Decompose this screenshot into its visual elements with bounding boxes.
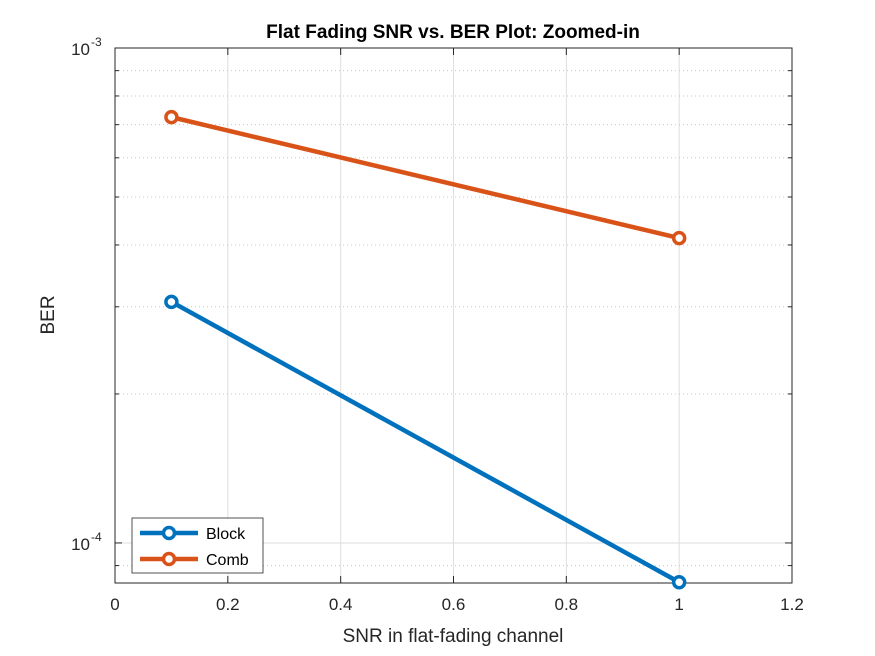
y-tick-exponent: -3 bbox=[91, 35, 102, 49]
chart-title: Flat Fading SNR vs. BER Plot: Zoomed-in bbox=[266, 22, 640, 43]
x-tick-label: 1 bbox=[674, 595, 683, 614]
y-tick-exponent: -4 bbox=[91, 530, 102, 544]
x-tick-label: 0.6 bbox=[442, 595, 466, 614]
series-layer bbox=[164, 109, 687, 590]
axes bbox=[114, 47, 793, 584]
x-tick-label: 0.4 bbox=[329, 595, 353, 614]
y-axis-label: BER bbox=[38, 295, 59, 334]
legend-entry-block: Block bbox=[140, 525, 246, 543]
x-tick-label: 0.8 bbox=[555, 595, 579, 614]
series-line-block bbox=[169, 299, 682, 585]
y-tick-base: 10 bbox=[71, 535, 90, 554]
data-point-comb bbox=[164, 109, 179, 125]
data-point-block bbox=[671, 574, 687, 590]
legend-marker bbox=[161, 525, 177, 541]
y-tick-label: 10 -3 bbox=[71, 35, 102, 59]
x-tick-label: 0 bbox=[110, 595, 119, 614]
series-line-comb bbox=[169, 114, 682, 241]
legend-entry-comb: Comb bbox=[140, 551, 249, 569]
tick-labels: 0 0.2 0.4 0.6 0.8 1 1.210-310-4 bbox=[71, 35, 804, 614]
legend-marker bbox=[161, 551, 177, 567]
x-tick-label: 0.2 bbox=[216, 595, 240, 614]
y-tick-label: 10 -4 bbox=[71, 530, 102, 554]
series-comb bbox=[164, 109, 687, 246]
x-tick-label: 1.2 bbox=[780, 595, 804, 614]
legend-label: Block bbox=[206, 526, 246, 543]
y-tick-base: 10 bbox=[71, 40, 90, 59]
x-axis-label: SNR in flat-fading channel bbox=[343, 626, 564, 647]
legend[interactable]: Block Comb bbox=[131, 517, 264, 574]
axes-box bbox=[114, 47, 793, 584]
series-block bbox=[164, 294, 687, 590]
legend-box bbox=[131, 517, 264, 574]
legend-label: Comb bbox=[206, 552, 249, 569]
data-point-comb bbox=[671, 230, 687, 246]
data-point-block bbox=[164, 294, 179, 310]
